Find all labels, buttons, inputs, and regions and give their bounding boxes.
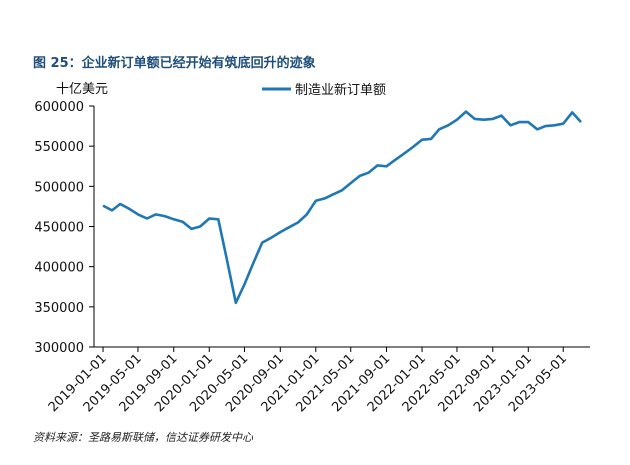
y-tick-label: 400000	[34, 261, 84, 276]
y-tick-label: 550000	[34, 140, 84, 155]
y-tick-label: 350000	[34, 301, 84, 316]
series-line	[102, 110, 582, 305]
figure-title: 图 25：企业新订单额已经开始有筑底回升的迹象	[33, 56, 316, 71]
source-note: 资料来源：圣路易斯联储，信达证券研发中心	[33, 431, 253, 444]
y-tick-label: 450000	[34, 221, 84, 236]
y-tick-label: 500000	[34, 180, 84, 195]
legend-label: 制造业新订单额	[295, 82, 386, 98]
axes	[93, 106, 590, 348]
y-unit-label: 十亿美元	[56, 82, 108, 97]
series-layer	[102, 110, 582, 305]
y-tick-label: 600000	[34, 100, 84, 115]
y-tick-label: 300000	[34, 341, 84, 356]
x-axis: 2019-01-012019-05-012019-09-012020-01-01…	[46, 347, 570, 415]
y-axis: 300000 350000 400000 450000 500000 550000 6000…	[34, 100, 94, 356]
